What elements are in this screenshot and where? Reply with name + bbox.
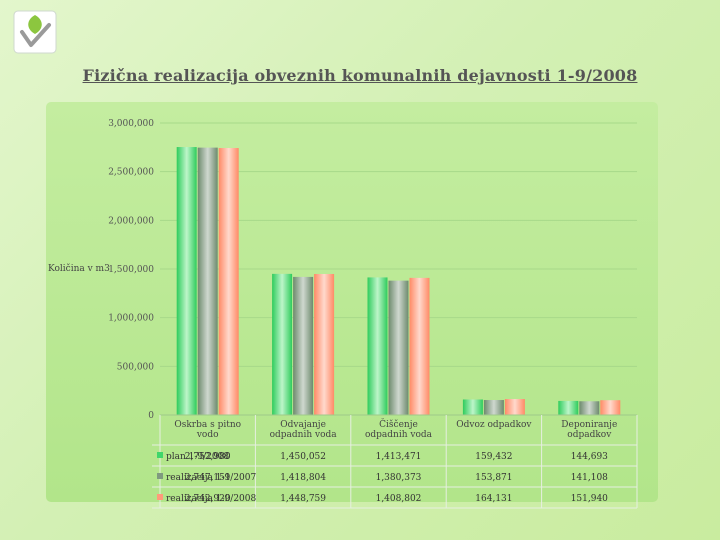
- y-tick-label: 1,500,000: [108, 265, 154, 275]
- legend-label: plan 1-9/2008: [166, 452, 229, 462]
- legend-swatch: [157, 452, 163, 458]
- x-category-label: Oskrba s pitno vodo: [174, 420, 241, 440]
- leaf-check-logo-icon: [13, 10, 57, 54]
- x-category-label: Deponiranje odpadkov: [561, 420, 617, 440]
- legend-label: realizacija 1-9/2007: [166, 473, 256, 483]
- data-label: 2,752,980: [185, 452, 231, 462]
- x-category-label: Odvajanje odpadnih voda: [270, 420, 338, 440]
- data-label: 153,871: [475, 473, 512, 483]
- bar: [504, 399, 525, 415]
- bar: [314, 273, 335, 415]
- bar: [483, 400, 504, 415]
- y-tick-label: 0: [148, 411, 154, 421]
- y-tick-label: 3,000,000: [108, 119, 154, 129]
- data-label: 2,742,920: [185, 494, 231, 504]
- legend-swatch: [157, 473, 163, 479]
- bar: [218, 148, 239, 415]
- data-label: 1,448,759: [280, 494, 326, 504]
- bar: [272, 273, 293, 415]
- bar: [293, 276, 314, 415]
- bar: [558, 400, 579, 415]
- bar: [367, 277, 388, 415]
- data-label: 1,413,471: [376, 452, 422, 462]
- y-tick-label: 1,000,000: [108, 314, 154, 324]
- chart-panel: [46, 102, 658, 502]
- bar: [600, 400, 621, 415]
- bar: [176, 147, 197, 415]
- bar: [388, 280, 409, 415]
- data-label: 141,108: [571, 473, 608, 483]
- legend-label: realizacija 1-9/2008: [166, 494, 256, 504]
- data-label: 2,747,151: [185, 473, 231, 483]
- data-label: 1,450,052: [280, 452, 326, 462]
- data-label: 1,380,373: [376, 473, 422, 483]
- data-label: 144,693: [571, 452, 608, 462]
- y-tick-label: 2,000,000: [108, 216, 154, 226]
- bar: [409, 277, 430, 415]
- bar: [462, 399, 483, 415]
- data-label: 159,432: [475, 452, 512, 462]
- y-tick-label: 500,000: [117, 362, 154, 372]
- y-tick-label: 2,500,000: [108, 168, 154, 178]
- data-label: 164,131: [475, 494, 512, 504]
- bar: [197, 147, 218, 415]
- y-axis-label: Količina v m3: [48, 263, 110, 274]
- data-label: 1,418,804: [280, 473, 326, 483]
- data-label: 1,408,802: [376, 494, 422, 504]
- data-label: 151,940: [571, 494, 608, 504]
- bar: [579, 401, 600, 415]
- page-title: Fizična realizacija obveznih komunalnih …: [82, 66, 638, 85]
- legend-swatch: [157, 494, 163, 500]
- x-category-label: Čiščenje odpadnih voda: [365, 418, 433, 440]
- x-category-label: Odvoz odpadkov: [456, 420, 532, 430]
